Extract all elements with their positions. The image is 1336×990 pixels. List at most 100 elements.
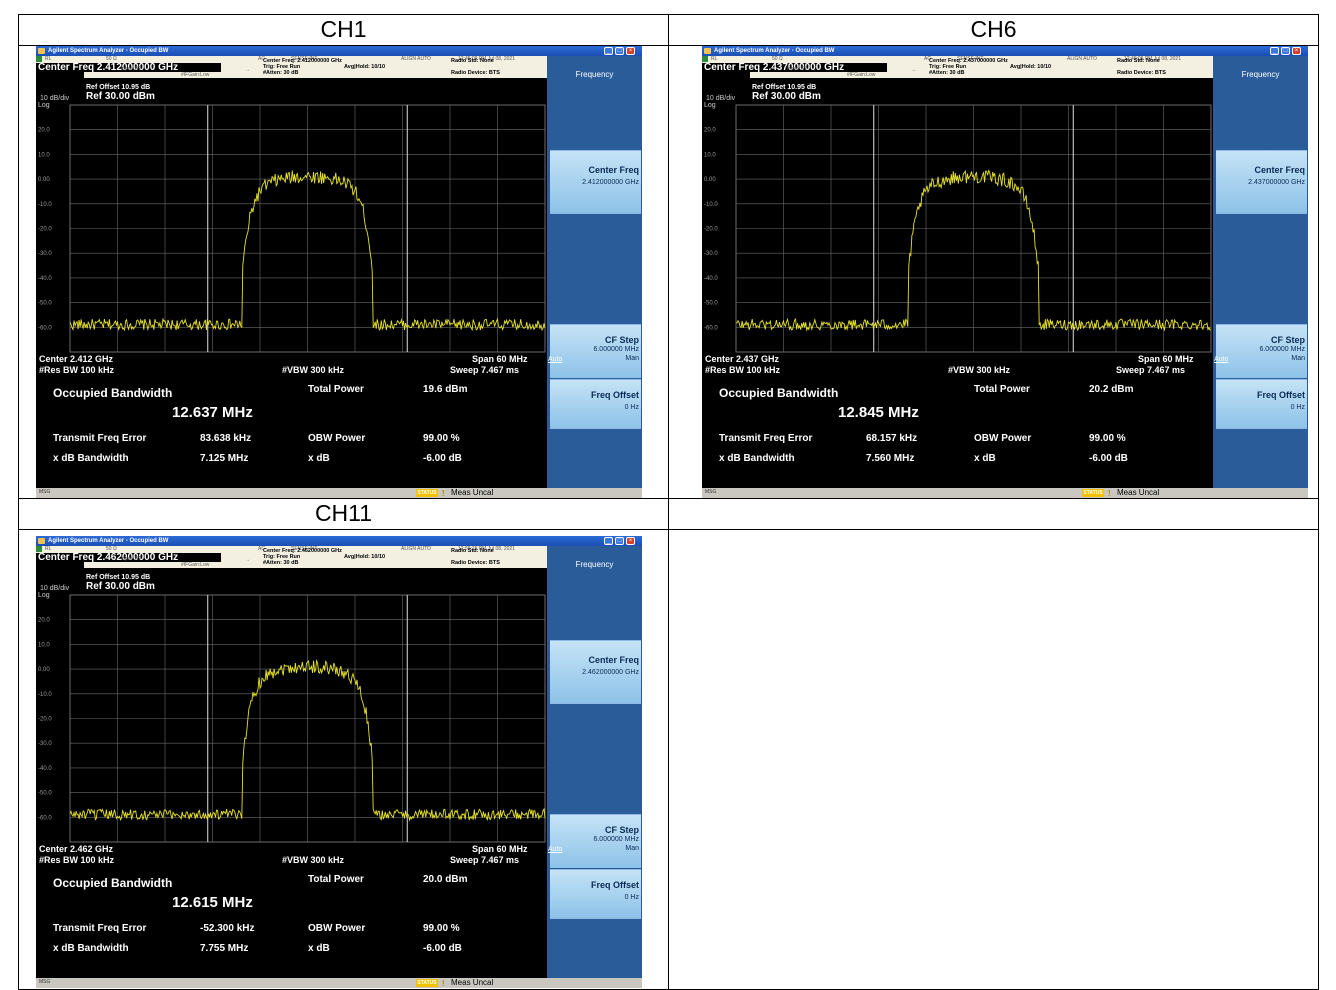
rl-indicator	[36, 56, 42, 62]
scale-div: 10 dB/div	[40, 95, 70, 102]
header-ch11: CH11	[314, 500, 373, 526]
cf-step-softkey[interactable]: CF Step 6.000000 MHz Auto Man	[548, 324, 641, 378]
cf-step-auto[interactable]: Auto	[1214, 356, 1229, 363]
softkey-blank-2[interactable]	[1216, 213, 1307, 324]
spectrum-plot[interactable]: Ref Offset 10.95 dB Ref 30.00 dBm 10 dB/…	[36, 568, 547, 868]
total-power-label: Total Power	[308, 874, 364, 885]
cf-step-man[interactable]: Man	[625, 845, 639, 852]
radio-std-setting: Radio Std: None	[1117, 58, 1160, 64]
xdb-label: x dB	[308, 943, 330, 954]
xdb-value: -6.00 dB	[1089, 453, 1128, 464]
close-icon[interactable]: ×	[1292, 47, 1301, 55]
meas-uncal-text: Meas Uncal	[1117, 488, 1160, 497]
freq-offset-softkey[interactable]: Freq Offset 0 Hz	[550, 869, 641, 918]
freq-offset-softkey[interactable]: Freq Offset 0 Hz	[550, 379, 641, 428]
minimize-icon[interactable]: _	[604, 47, 613, 55]
trig-setting: Trig: Free Run	[263, 64, 301, 70]
center-freq-softkey-value: 2.462000000 GHz	[582, 669, 639, 676]
softkey-panel: Frequency Center Freq 2.437000000 GHz CF…	[1213, 56, 1308, 489]
spectrum-plot[interactable]: Ref Offset 10.95 dB Ref 30.00 dBm 10 dB/…	[702, 78, 1213, 378]
ref-level: Ref 30.00 dBm	[752, 91, 821, 102]
freq-offset-softkey-value: 0 Hz	[624, 404, 639, 411]
spectrum-plot[interactable]: Ref Offset 10.95 dB Ref 30.00 dBm 10 dB/…	[36, 78, 547, 378]
center-freq-softkey[interactable]: Center Freq 2.437000000 GHz	[1216, 150, 1307, 213]
y-tick-label: -40.0	[704, 276, 718, 282]
cf-step-man[interactable]: Man	[625, 355, 639, 362]
softkey-panel: Frequency Center Freq 2.412000000 GHz CF…	[547, 56, 642, 489]
softkey-blank-1[interactable]	[550, 590, 641, 640]
maximize-icon[interactable]: □	[615, 47, 624, 55]
sense-label: SENSE:INT	[957, 56, 984, 62]
obw-power-label: OBW Power	[308, 433, 366, 444]
cf-step-auto[interactable]: Auto	[548, 356, 563, 363]
maximize-icon[interactable]: □	[1281, 47, 1290, 55]
msg-label: MSG	[39, 489, 51, 495]
y-tick-label: -30.0	[38, 251, 52, 257]
status-badge[interactable]: STATUS	[416, 489, 438, 497]
measurement-panel: Occupied Bandwidth Total Power 20.2 dBm …	[702, 380, 1213, 488]
res-bw: #Res BW 100 kHz	[705, 365, 781, 375]
freq-offset-softkey-label: Freq Offset	[1256, 390, 1305, 400]
impedance-label: 50 Ω	[106, 546, 117, 552]
softkey-blank-3[interactable]	[550, 428, 641, 489]
radio-device-setting: Radio Device: BTS	[1117, 70, 1166, 76]
minimize-icon[interactable]: _	[604, 537, 613, 545]
title-bar[interactable]: Agilent Spectrum Analyzer - Occupied BW …	[702, 46, 1308, 56]
tfe-value: 68.157 kHz	[866, 433, 918, 444]
softkey-blank-1[interactable]	[1216, 100, 1307, 150]
softkey-blank-3[interactable]	[550, 918, 641, 979]
status-badge[interactable]: STATUS	[1082, 489, 1104, 497]
y-tick-label: 0.00	[38, 667, 50, 673]
center-freq-bar: Center Freq 2.412000000 GHz	[36, 62, 221, 73]
center-freq-softkey[interactable]: Center Freq 2.462000000 GHz	[550, 640, 641, 703]
msg-label: MSG	[705, 489, 717, 495]
xdb-bw-label: x dB Bandwidth	[719, 453, 795, 464]
ref-offset: Ref Offset 10.95 dB	[86, 574, 151, 581]
minimize-icon[interactable]: _	[1270, 47, 1279, 55]
obw-power-value: 99.00 %	[423, 923, 460, 934]
tfe-value: -52.300 kHz	[200, 923, 255, 934]
softkey-blank-2[interactable]	[550, 703, 641, 814]
ac-label: AC	[258, 546, 265, 552]
settings-header: RL 50 Ω AC SENSE:INT ALIGN AUTO 12:55:15…	[36, 546, 547, 577]
softkey-blank-3[interactable]	[1216, 428, 1307, 489]
rl-label: RL	[45, 56, 52, 62]
arrow-icon: →	[245, 557, 250, 563]
freq-offset-softkey[interactable]: Freq Offset 0 Hz	[1216, 379, 1307, 428]
close-icon[interactable]: ×	[626, 47, 635, 55]
cf-step-man[interactable]: Man	[1291, 355, 1305, 362]
center-freq-setting: Center Freq: 2.462000000 GHz	[263, 548, 342, 554]
softkey-menu-title: Frequency	[575, 560, 614, 569]
close-icon[interactable]: ×	[626, 537, 635, 545]
vbw: #VBW 300 kHz	[282, 365, 345, 375]
cf-step-auto[interactable]: Auto	[548, 846, 563, 853]
atten-setting: #Atten: 30 dB	[263, 70, 299, 76]
span: Span 60 MHz	[472, 844, 528, 854]
radio-std-setting: Radio Std: None	[451, 548, 494, 554]
table-header-cell-empty	[668, 498, 1319, 530]
cf-step-softkey[interactable]: CF Step 6.000000 MHz Auto Man	[548, 814, 641, 868]
table-cell-empty	[668, 529, 1319, 990]
status-badge[interactable]: STATUS	[416, 979, 438, 987]
center-freq-softkey-value: 2.412000000 GHz	[582, 179, 639, 186]
title-bar[interactable]: Agilent Spectrum Analyzer - Occupied BW …	[36, 536, 642, 546]
msg-label: MSG	[39, 979, 51, 985]
settings-header: RL 50 Ω AC SENSE:INT ALIGN AUTO 12:49:06…	[702, 56, 1213, 87]
y-tick-label: -60.0	[38, 325, 52, 331]
softkey-blank-1[interactable]	[550, 100, 641, 150]
scale-log: Log	[38, 102, 50, 109]
maximize-icon[interactable]: □	[615, 537, 624, 545]
title-bar[interactable]: Agilent Spectrum Analyzer - Occupied BW …	[36, 46, 642, 56]
analyzer-window-ch11: Agilent Spectrum Analyzer - Occupied BW …	[36, 536, 642, 988]
softkey-blank-2[interactable]	[550, 213, 641, 324]
y-tick-label: -50.0	[704, 301, 718, 307]
center-freq-softkey[interactable]: Center Freq 2.412000000 GHz	[550, 150, 641, 213]
center-footer: Center 2.412 GHz	[39, 354, 114, 364]
y-tick-label: 20.0	[38, 128, 50, 134]
cf-step-softkey[interactable]: CF Step 6.000000 MHz Auto Man	[1214, 324, 1307, 378]
window-title: Agilent Spectrum Analyzer - Occupied BW	[48, 48, 169, 54]
center-freq-header: Center Freq 2.412000000 GHz	[38, 62, 179, 73]
xdb-label: x dB	[308, 453, 330, 464]
ac-label: AC	[258, 56, 265, 62]
ref-level: Ref 30.00 dBm	[86, 91, 155, 102]
